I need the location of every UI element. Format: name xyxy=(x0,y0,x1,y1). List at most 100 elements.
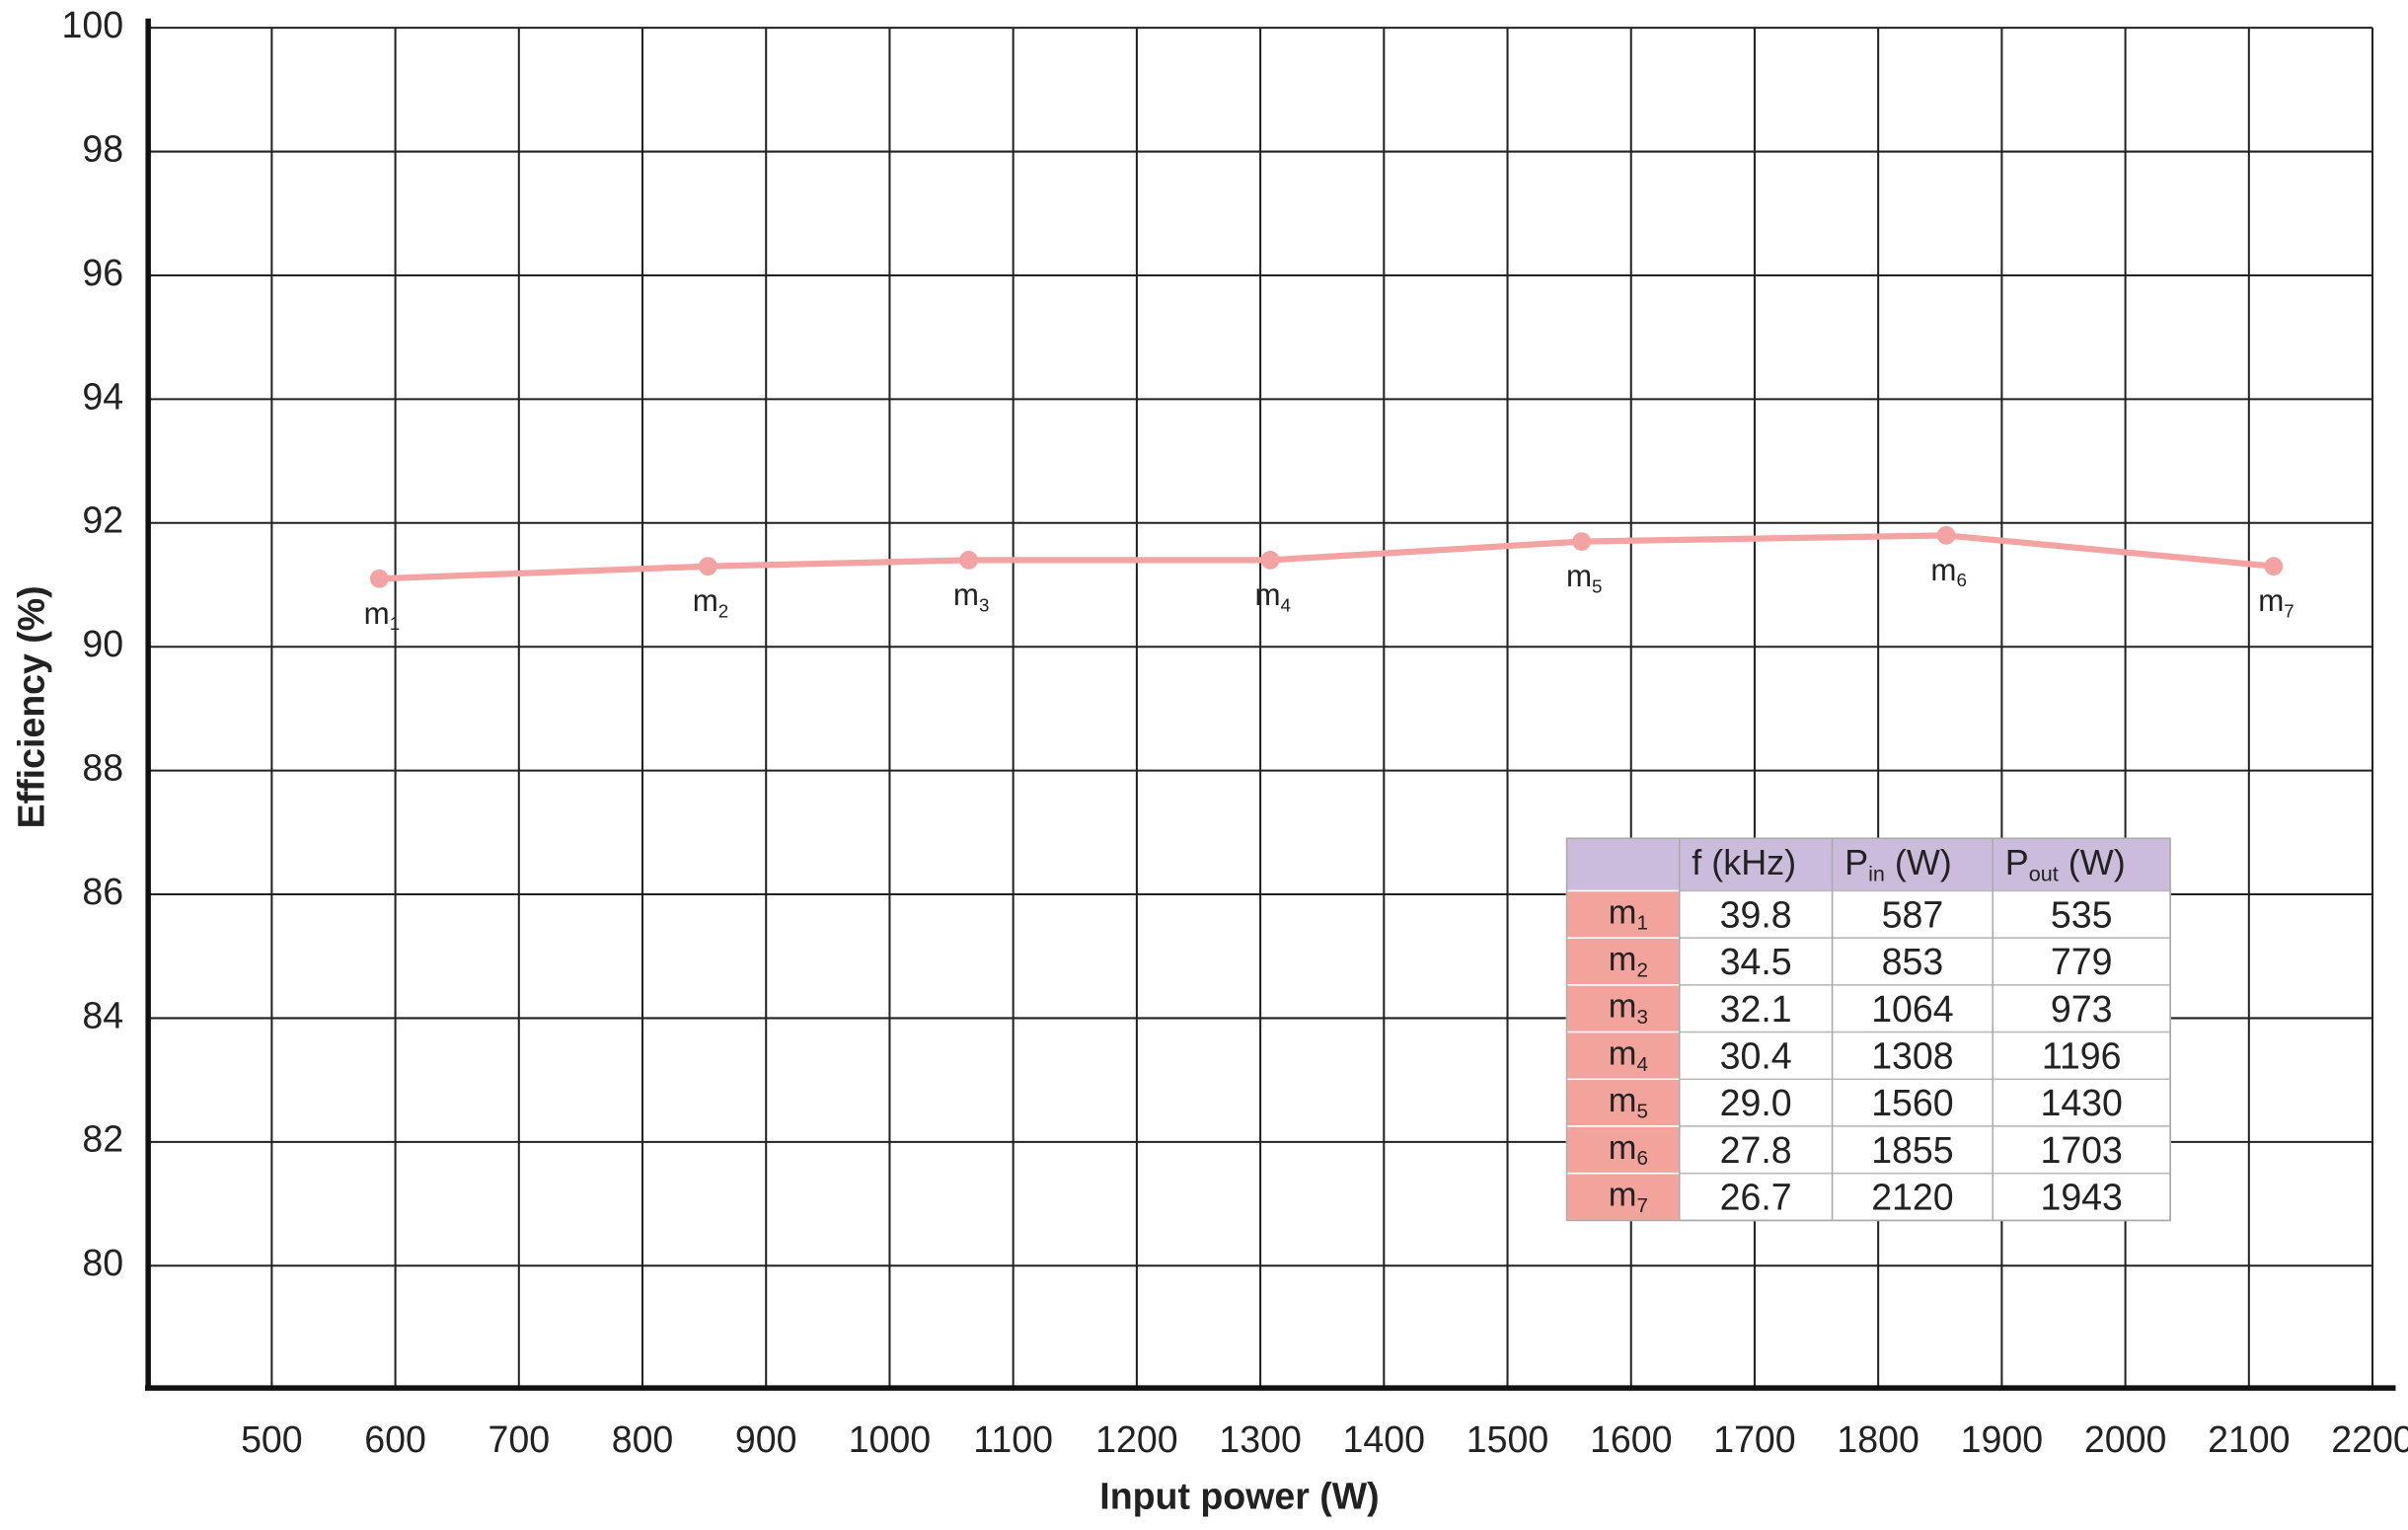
table-cell: 34.5 xyxy=(1720,941,1792,982)
table-cell: 39.8 xyxy=(1720,893,1792,935)
x-tick-label: 1800 xyxy=(1837,1418,1919,1460)
row-label-sub: 5 xyxy=(1636,1101,1647,1123)
y-tick-label: 94 xyxy=(82,375,123,417)
point-label-sub: 6 xyxy=(1956,570,1966,590)
x-tick-label: 2000 xyxy=(2084,1418,2166,1460)
row-label: m2 xyxy=(1609,941,1648,982)
point-label-main: m xyxy=(1254,577,1280,612)
y-tick-label: 100 xyxy=(62,4,124,45)
y-tick-label: 96 xyxy=(82,252,123,293)
table-cell: 587 xyxy=(1882,893,1944,935)
row-label-sub: 2 xyxy=(1636,959,1647,982)
data-point xyxy=(369,569,389,588)
point-label-main: m xyxy=(1566,559,1592,593)
row-bg xyxy=(1678,1125,2171,1175)
x-tick-label: 1400 xyxy=(1343,1418,1425,1460)
row-bg xyxy=(1678,937,2171,986)
row-label-main: m xyxy=(1609,1129,1637,1167)
table-header-main: f (kHz) xyxy=(1692,841,1796,881)
y-tick-label: 82 xyxy=(82,1118,123,1160)
data-point xyxy=(698,557,717,576)
table-header: f (kHz) xyxy=(1692,841,1796,881)
data-line xyxy=(379,532,2275,582)
row-label-main: m xyxy=(1609,988,1637,1026)
point-label: m7 xyxy=(2258,583,2294,621)
x-tick-label: 1200 xyxy=(1095,1418,1177,1460)
x-tick-label: 800 xyxy=(612,1418,674,1460)
x-axis-label: Input power (W) xyxy=(1099,1476,1379,1517)
table-cell: 1943 xyxy=(2040,1177,2122,1218)
table-header-after: (W) xyxy=(1885,841,1952,881)
table-cell: 1064 xyxy=(1871,988,1953,1030)
x-tick-label: 2100 xyxy=(2208,1418,2290,1460)
y-tick-label: 88 xyxy=(82,747,123,789)
y-tick-label: 80 xyxy=(82,1242,123,1283)
row-label-sub: 6 xyxy=(1636,1148,1647,1171)
x-tick-label: 2200 xyxy=(2331,1418,2408,1460)
table-cell: 1196 xyxy=(2042,1034,2122,1076)
x-tick-label: 1700 xyxy=(1713,1418,1795,1460)
x-tick-label: 1100 xyxy=(973,1418,1053,1460)
table-header-main: P xyxy=(2005,841,2029,881)
point-label-main: m xyxy=(1930,553,1956,587)
table-cell: 1855 xyxy=(1871,1129,1953,1171)
point-label-main: m xyxy=(953,577,979,612)
y-tick-label: 86 xyxy=(82,871,123,912)
data-point xyxy=(1260,551,1280,570)
table-header-main: P xyxy=(1844,841,1868,881)
row-label-main: m xyxy=(1609,1177,1637,1214)
row-label-sub: 4 xyxy=(1636,1053,1647,1076)
row-label: m5 xyxy=(1609,1082,1648,1123)
table-cell: 27.8 xyxy=(1720,1129,1792,1171)
point-label-main: m xyxy=(693,583,718,618)
table-cell: 1430 xyxy=(2040,1082,2122,1123)
table-border xyxy=(1565,837,2171,1222)
table-cell: 853 xyxy=(1882,941,1944,982)
table-header-bg xyxy=(1566,838,2171,891)
y-tick-label: 84 xyxy=(82,994,123,1035)
y-tick-label: 92 xyxy=(82,499,123,541)
table-cell: 30.4 xyxy=(1720,1034,1792,1076)
row-label: m3 xyxy=(1609,988,1648,1030)
point-label-sub: 5 xyxy=(1592,575,1602,596)
row-bg xyxy=(1678,1078,2171,1127)
table-cell: 535 xyxy=(2051,893,2113,935)
point-label: m5 xyxy=(1566,559,1602,596)
table-cell: 2120 xyxy=(1871,1177,1953,1218)
point-label: m3 xyxy=(953,577,989,615)
point-label: m2 xyxy=(693,583,728,621)
row-bg xyxy=(1678,1172,2171,1222)
x-tick-label: 700 xyxy=(489,1418,551,1460)
row-label-sub: 1 xyxy=(1636,912,1647,935)
x-tick-label: 1000 xyxy=(849,1418,931,1460)
point-label-sub: 4 xyxy=(1281,594,1291,615)
y-tick-label: 90 xyxy=(82,623,123,664)
table-cell: 973 xyxy=(2051,988,2113,1030)
point-label-sub: 3 xyxy=(979,594,989,615)
point-label-main: m xyxy=(2258,583,2284,618)
row-label: m6 xyxy=(1609,1129,1648,1171)
row-label-sub: 3 xyxy=(1636,1007,1647,1030)
row-label-main: m xyxy=(1609,893,1637,931)
point-label-sub: 1 xyxy=(390,613,400,634)
row-label: m4 xyxy=(1609,1035,1648,1077)
table-header-after: (W) xyxy=(2059,841,2126,881)
y-axis-label: Efficiency (%) xyxy=(10,585,51,828)
table-cell: 29.0 xyxy=(1720,1082,1792,1123)
x-tick-label: 1500 xyxy=(1467,1418,1548,1460)
table-cell: 26.7 xyxy=(1720,1177,1792,1218)
point-label-sub: 2 xyxy=(718,601,728,622)
data-point xyxy=(959,551,978,570)
row-label-main: m xyxy=(1609,1035,1637,1073)
point-label: m1 xyxy=(364,596,400,634)
row-label-main: m xyxy=(1609,1082,1637,1119)
row-label-main: m xyxy=(1609,941,1637,978)
table-cell: 1703 xyxy=(2040,1129,2122,1171)
row-label: m7 xyxy=(1609,1177,1648,1218)
x-tick-label: 600 xyxy=(364,1418,426,1460)
table-cell: 1560 xyxy=(1871,1082,1953,1123)
x-tick-label: 1300 xyxy=(1219,1418,1301,1460)
point-label-main: m xyxy=(364,596,390,631)
